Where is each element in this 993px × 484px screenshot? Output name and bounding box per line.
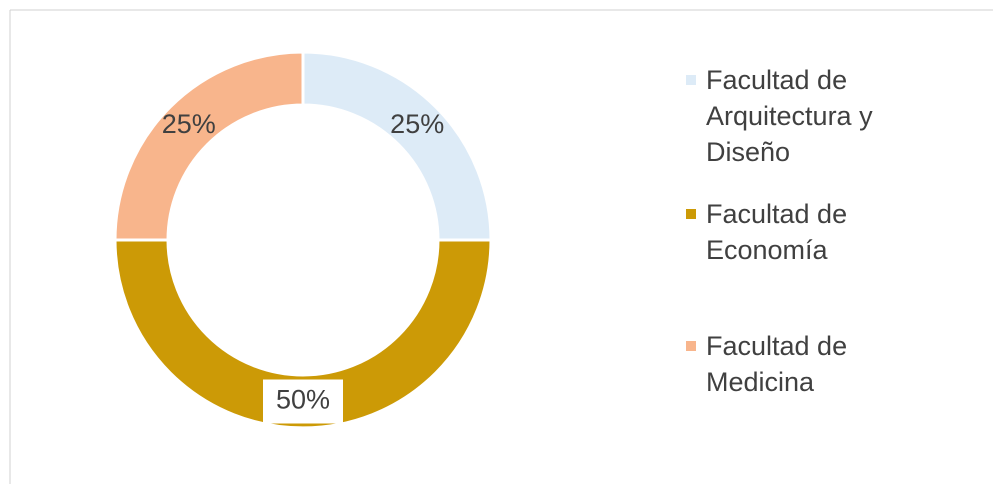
legend-item: Facultad de Medicina — [686, 328, 916, 400]
donut-segment — [113, 50, 305, 242]
legend-label: Facultad de Medicina — [706, 331, 848, 397]
legend-swatch — [686, 209, 696, 219]
legend-swatch — [686, 75, 696, 85]
data-label: 25% — [390, 109, 444, 139]
label-box — [263, 379, 343, 424]
legend-item: Facultad de Arquitectura y Diseño — [686, 62, 916, 170]
data-label: 25% — [162, 109, 216, 139]
legend-label: Facultad de Economía — [706, 199, 848, 265]
donut-segment — [113, 238, 493, 430]
legend-item: Facultad de Economía — [686, 196, 916, 268]
data-label: 50% — [276, 385, 330, 415]
legend-label: Facultad de Arquitectura y Diseño — [706, 65, 873, 167]
legend-swatch — [686, 341, 696, 351]
donut-segment — [301, 50, 493, 242]
